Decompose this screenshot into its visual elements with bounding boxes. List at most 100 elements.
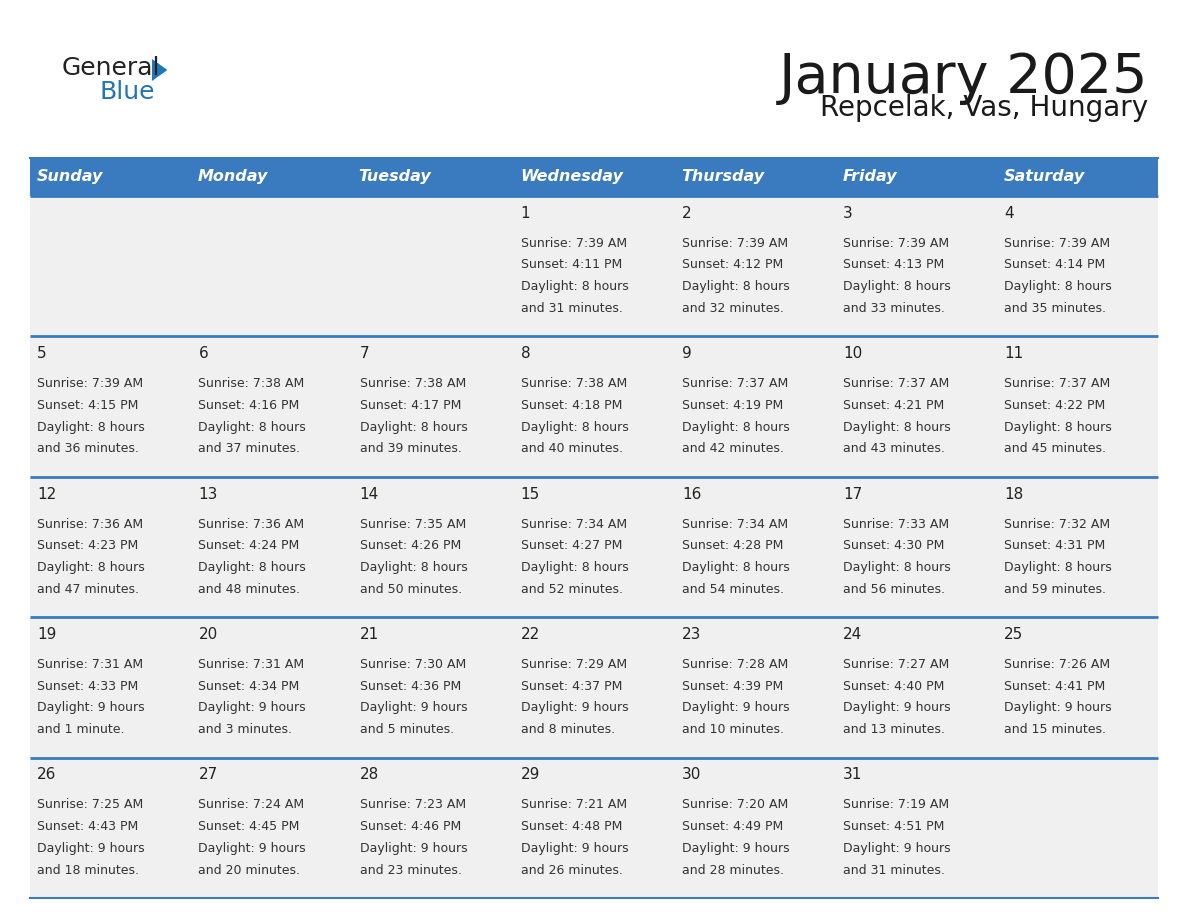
Text: Sunset: 4:43 PM: Sunset: 4:43 PM (37, 820, 139, 833)
Text: 7: 7 (360, 346, 369, 361)
Bar (30, 757, 1158, 898)
Text: Sunset: 4:40 PM: Sunset: 4:40 PM (843, 679, 944, 693)
Text: Sunrise: 7:31 AM: Sunrise: 7:31 AM (37, 658, 144, 671)
Text: and 33 minutes.: and 33 minutes. (843, 302, 944, 315)
Text: Sunrise: 7:39 AM: Sunrise: 7:39 AM (1004, 237, 1111, 250)
Bar (675, 158, 835, 196)
Text: Sunrise: 7:39 AM: Sunrise: 7:39 AM (37, 377, 144, 390)
Text: and 47 minutes.: and 47 minutes. (37, 583, 139, 596)
Text: Daylight: 9 hours: Daylight: 9 hours (37, 701, 145, 714)
Text: 6: 6 (198, 346, 208, 361)
Text: Daylight: 8 hours: Daylight: 8 hours (37, 420, 145, 433)
Text: Sunset: 4:18 PM: Sunset: 4:18 PM (520, 399, 623, 412)
Bar (191, 158, 353, 196)
Text: Sunset: 4:33 PM: Sunset: 4:33 PM (37, 679, 139, 693)
Text: Sunrise: 7:21 AM: Sunrise: 7:21 AM (520, 799, 627, 812)
Text: and 28 minutes.: and 28 minutes. (682, 864, 784, 877)
Text: Daylight: 8 hours: Daylight: 8 hours (1004, 280, 1112, 293)
Text: Sunset: 4:37 PM: Sunset: 4:37 PM (520, 679, 623, 693)
Text: Sunrise: 7:29 AM: Sunrise: 7:29 AM (520, 658, 627, 671)
Bar (30, 196, 1158, 336)
Text: Daylight: 8 hours: Daylight: 8 hours (1004, 420, 1112, 433)
Text: and 26 minutes.: and 26 minutes. (520, 864, 623, 877)
Text: Sunrise: 7:34 AM: Sunrise: 7:34 AM (520, 518, 627, 531)
Text: Sunset: 4:39 PM: Sunset: 4:39 PM (682, 679, 783, 693)
Text: Daylight: 8 hours: Daylight: 8 hours (360, 561, 467, 574)
Text: 9: 9 (682, 346, 691, 361)
Text: 18: 18 (1004, 487, 1023, 501)
Text: Sunrise: 7:37 AM: Sunrise: 7:37 AM (843, 377, 949, 390)
Text: Sunset: 4:46 PM: Sunset: 4:46 PM (360, 820, 461, 833)
Text: and 32 minutes.: and 32 minutes. (682, 302, 784, 315)
Text: 28: 28 (360, 767, 379, 782)
Text: 22: 22 (520, 627, 539, 642)
Text: Friday: Friday (842, 170, 897, 185)
Text: Sunset: 4:27 PM: Sunset: 4:27 PM (520, 539, 623, 553)
Text: Sunset: 4:36 PM: Sunset: 4:36 PM (360, 679, 461, 693)
Text: Sunrise: 7:37 AM: Sunrise: 7:37 AM (682, 377, 788, 390)
Text: Sunset: 4:45 PM: Sunset: 4:45 PM (198, 820, 299, 833)
Text: 8: 8 (520, 346, 530, 361)
Text: and 39 minutes.: and 39 minutes. (360, 442, 461, 455)
Text: Daylight: 8 hours: Daylight: 8 hours (843, 280, 950, 293)
Text: and 8 minutes.: and 8 minutes. (520, 723, 615, 736)
Text: Daylight: 9 hours: Daylight: 9 hours (360, 842, 467, 855)
Text: Sunday: Sunday (37, 170, 103, 185)
Text: Sunrise: 7:30 AM: Sunrise: 7:30 AM (360, 658, 466, 671)
Text: Daylight: 9 hours: Daylight: 9 hours (682, 701, 790, 714)
Text: 16: 16 (682, 487, 701, 501)
Text: and 52 minutes.: and 52 minutes. (520, 583, 623, 596)
Text: Sunset: 4:22 PM: Sunset: 4:22 PM (1004, 399, 1105, 412)
Text: Daylight: 8 hours: Daylight: 8 hours (682, 561, 790, 574)
Text: Sunset: 4:30 PM: Sunset: 4:30 PM (843, 539, 944, 553)
Text: Sunrise: 7:27 AM: Sunrise: 7:27 AM (843, 658, 949, 671)
Text: 12: 12 (37, 487, 57, 501)
Text: and 23 minutes.: and 23 minutes. (360, 864, 461, 877)
Bar (30, 158, 191, 196)
Text: Daylight: 8 hours: Daylight: 8 hours (843, 561, 950, 574)
Text: Daylight: 8 hours: Daylight: 8 hours (520, 561, 628, 574)
Text: and 18 minutes.: and 18 minutes. (37, 864, 139, 877)
Text: Sunset: 4:31 PM: Sunset: 4:31 PM (1004, 539, 1105, 553)
Text: Sunrise: 7:23 AM: Sunrise: 7:23 AM (360, 799, 466, 812)
Text: Daylight: 9 hours: Daylight: 9 hours (198, 701, 307, 714)
Text: and 43 minutes.: and 43 minutes. (843, 442, 944, 455)
Text: 14: 14 (360, 487, 379, 501)
Text: Daylight: 9 hours: Daylight: 9 hours (198, 842, 307, 855)
Text: 24: 24 (843, 627, 862, 642)
Text: Daylight: 8 hours: Daylight: 8 hours (682, 420, 790, 433)
Text: Sunset: 4:51 PM: Sunset: 4:51 PM (843, 820, 944, 833)
Text: Sunrise: 7:20 AM: Sunrise: 7:20 AM (682, 799, 788, 812)
Text: Daylight: 8 hours: Daylight: 8 hours (520, 420, 628, 433)
Text: and 3 minutes.: and 3 minutes. (198, 723, 292, 736)
Text: 25: 25 (1004, 627, 1023, 642)
Text: and 36 minutes.: and 36 minutes. (37, 442, 139, 455)
Text: Sunset: 4:15 PM: Sunset: 4:15 PM (37, 399, 139, 412)
Text: and 40 minutes.: and 40 minutes. (520, 442, 623, 455)
Text: Daylight: 8 hours: Daylight: 8 hours (843, 420, 950, 433)
Text: 13: 13 (198, 487, 217, 501)
Text: Saturday: Saturday (1004, 170, 1085, 185)
Text: 19: 19 (37, 627, 57, 642)
Text: Daylight: 9 hours: Daylight: 9 hours (682, 842, 790, 855)
Text: Monday: Monday (197, 170, 268, 185)
Text: 15: 15 (520, 487, 539, 501)
Text: Sunset: 4:13 PM: Sunset: 4:13 PM (843, 259, 944, 272)
Text: Sunrise: 7:39 AM: Sunrise: 7:39 AM (520, 237, 627, 250)
Bar (353, 158, 513, 196)
Text: General: General (62, 56, 160, 80)
Text: and 54 minutes.: and 54 minutes. (682, 583, 784, 596)
Text: Sunset: 4:48 PM: Sunset: 4:48 PM (520, 820, 623, 833)
Text: Sunrise: 7:34 AM: Sunrise: 7:34 AM (682, 518, 788, 531)
Text: Thursday: Thursday (681, 170, 764, 185)
Bar (30, 617, 1158, 757)
Text: 10: 10 (843, 346, 862, 361)
Text: Sunset: 4:11 PM: Sunset: 4:11 PM (520, 259, 623, 272)
Text: Daylight: 8 hours: Daylight: 8 hours (198, 420, 307, 433)
Text: January 2025: January 2025 (778, 51, 1148, 105)
Text: and 13 minutes.: and 13 minutes. (843, 723, 944, 736)
Text: Sunrise: 7:38 AM: Sunrise: 7:38 AM (520, 377, 627, 390)
Text: Sunset: 4:26 PM: Sunset: 4:26 PM (360, 539, 461, 553)
Text: and 56 minutes.: and 56 minutes. (843, 583, 944, 596)
Bar (513, 158, 675, 196)
